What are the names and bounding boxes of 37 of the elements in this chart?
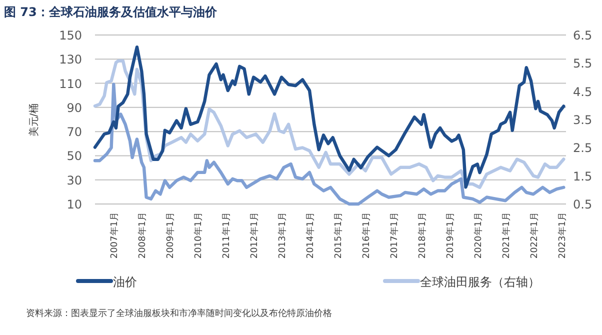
x-tick-label: 2023年1月 xyxy=(556,212,568,259)
y-tick-label: 90 xyxy=(66,100,82,115)
y2-tick-label: 4.5 xyxy=(573,84,592,99)
y2-tick-label: 5.5 xyxy=(573,56,592,71)
y2-tick-label: 1.5 xyxy=(573,169,592,184)
y-tick-label: 50 xyxy=(66,149,82,164)
text: 资料来源：图表显示了全球油服板块和市净率随时间变化以及布伦特原油价格 xyxy=(26,308,332,319)
x-tick-label: 2010年1月 xyxy=(193,212,204,259)
y-tick-label: 10 xyxy=(66,198,82,212)
y-axis-title: 美元/桶 xyxy=(28,103,40,137)
y2-tick-label: 2.5 xyxy=(573,141,592,156)
y2-tick-label: 3.5 xyxy=(573,113,592,127)
x-tick-label: 2021年1月 xyxy=(500,212,512,259)
x-tick-label: 2020年1月 xyxy=(472,212,484,259)
x-tick-label: 2015年1月 xyxy=(332,212,344,259)
legend-label: 全球油田服务（右轴） xyxy=(420,275,540,289)
y2-tick-label: 0.5 xyxy=(573,198,592,212)
x-tick-label: 2007年1月 xyxy=(109,212,120,259)
y-tick-label: 30 xyxy=(66,173,82,188)
x-tick-label: 2013年1月 xyxy=(277,212,288,259)
x-tick-label: 2016年1月 xyxy=(360,212,372,259)
x-tick-label: 2017年1月 xyxy=(388,212,400,259)
x-tick-label: 2019年1月 xyxy=(444,212,456,259)
chart-title: 图 73：全球石油服务及估值水平与油价 xyxy=(4,5,218,19)
y-tick-label: 70 xyxy=(66,125,82,140)
x-tick-label: 2008年1月 xyxy=(137,212,148,259)
x-tick-label: 2011年1月 xyxy=(221,212,232,259)
x-tick-label: 2014年1月 xyxy=(305,212,316,259)
y-tick-label: 150 xyxy=(59,28,82,42)
x-tick-label: 2022年1月 xyxy=(528,212,540,259)
y-tick-label: 110 xyxy=(59,76,82,91)
x-tick-label: 2018年1月 xyxy=(416,212,428,259)
x-tick-label: 2012年1月 xyxy=(249,212,260,259)
x-tick-label: 2009年1月 xyxy=(165,212,176,259)
y-tick-label: 130 xyxy=(59,52,82,67)
legend-label: 油价 xyxy=(113,275,137,289)
y2-tick-label: 6.5 xyxy=(573,28,592,42)
